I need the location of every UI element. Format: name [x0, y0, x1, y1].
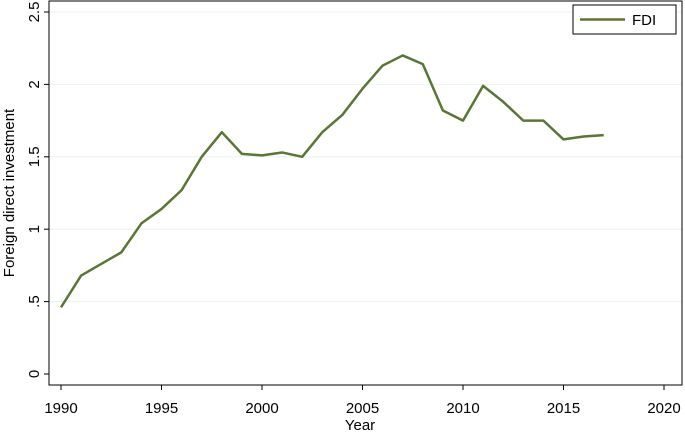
gridlines	[49, 11, 682, 303]
x-tick-label: 2005	[346, 400, 379, 417]
legend: FDI	[572, 4, 677, 35]
y-axis-ticks: 0 .5 1 1.5 2 2.5	[26, 2, 49, 378]
series-group	[59, 54, 604, 309]
x-tick-label: 1995	[145, 400, 178, 417]
legend-label-fdi: FDI	[632, 12, 656, 29]
y-tick-label: 0	[26, 370, 43, 378]
y-tick-label: .5	[26, 295, 43, 308]
x-tick-label: 1990	[44, 400, 77, 417]
y-tick-label: 2	[26, 80, 43, 88]
series-line-fdi	[59, 54, 604, 309]
y-tick-label: 2.5	[26, 2, 43, 23]
y-tick-label: 1	[26, 225, 43, 233]
x-tick-label: 2010	[446, 400, 479, 417]
x-axis-title: Year	[345, 417, 375, 432]
x-tick-label: 2015	[547, 400, 580, 417]
plot-frame	[48, 0, 683, 386]
x-tick-label: 2000	[245, 400, 278, 417]
x-tick-label: 2020	[647, 400, 680, 417]
x-axis-ticks: 1990 1995 2000 2005 2010 2015 2020	[44, 385, 681, 417]
y-tick-label: 1.5	[26, 146, 43, 167]
y-axis-title: Foreign direct investment	[1, 108, 18, 277]
